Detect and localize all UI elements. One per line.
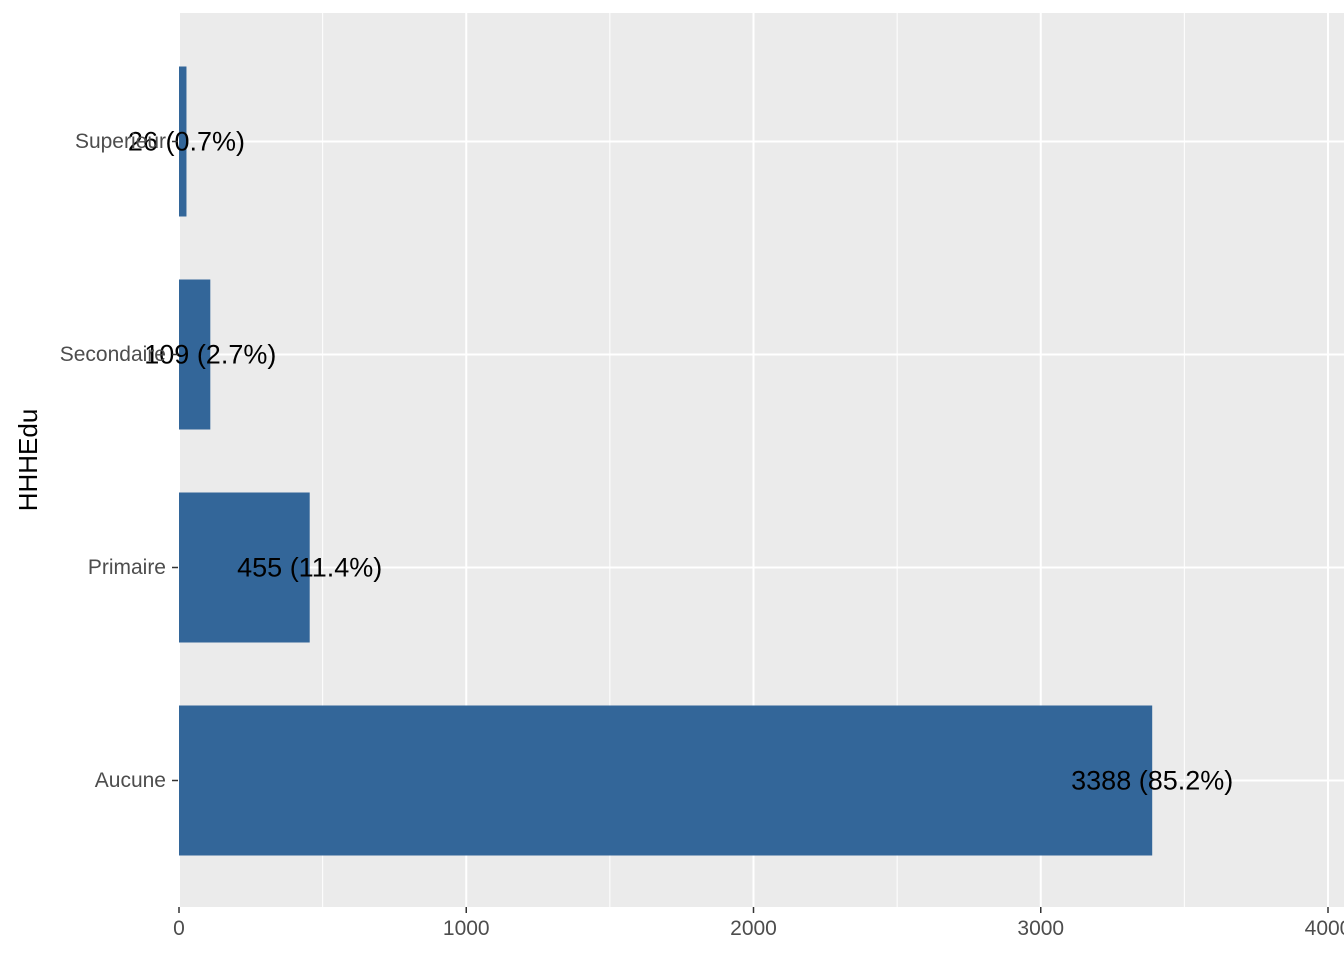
data-label: 455 (11.4%) xyxy=(237,553,382,583)
y-tick-label: Primaire xyxy=(88,556,166,579)
data-label: 109 (2.7%) xyxy=(144,340,276,370)
y-tick-label: Superieur xyxy=(75,130,166,153)
x-tick-label: 2000 xyxy=(730,917,777,940)
data-label: 3388 (85.2%) xyxy=(1071,766,1233,796)
bar-secondaire xyxy=(179,279,211,430)
data-label: 26 (0.7%) xyxy=(128,127,245,157)
x-tick-label: 4000 xyxy=(1305,917,1344,940)
y-axis-title: HHHEdu xyxy=(13,409,43,512)
bar-primaire xyxy=(179,492,310,643)
bar-aucune xyxy=(179,705,1153,856)
y-tick-label: Secondaire xyxy=(60,343,166,366)
y-tick-label: Aucune xyxy=(95,769,166,792)
bar-superieur xyxy=(179,66,187,217)
x-tick-label: 3000 xyxy=(1017,917,1064,940)
x-tick-label: 1000 xyxy=(443,917,490,940)
x-tick-label: 0 xyxy=(173,917,185,940)
